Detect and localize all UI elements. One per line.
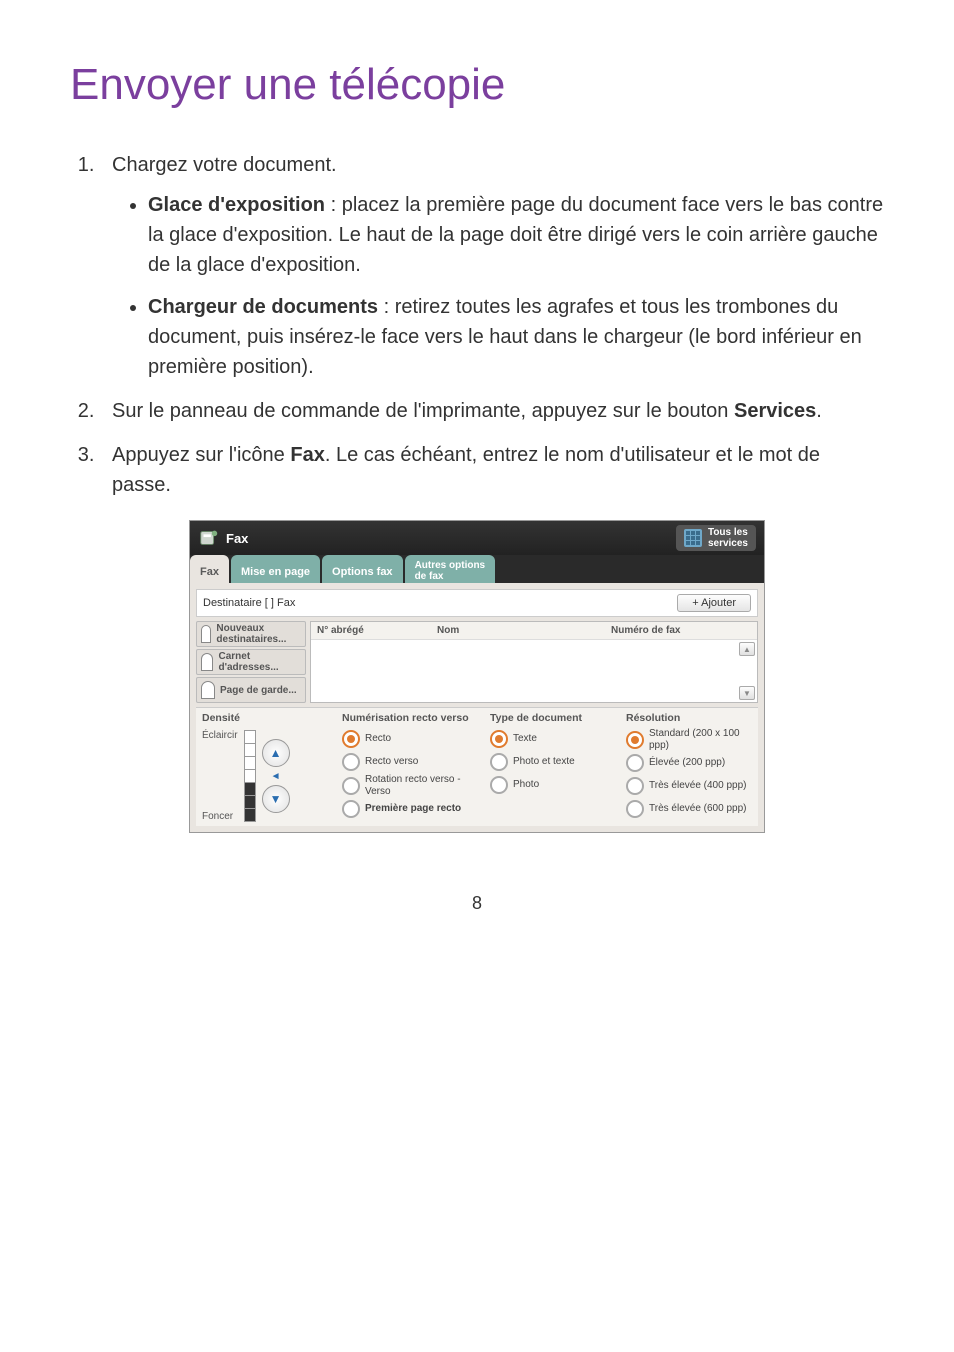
step-2-pre: Sur le panneau de commande de l'impriman… bbox=[112, 400, 734, 422]
grid-icon bbox=[684, 529, 702, 547]
step-2-post: . bbox=[816, 400, 822, 422]
tab-fax-options[interactable]: Options fax bbox=[322, 555, 403, 583]
density-left-icon: ◄ bbox=[269, 769, 283, 783]
res-standard-label: Standard (200 x 100 ppp) bbox=[649, 728, 752, 751]
density-column: Densité Éclaircir Foncer ▲ ◄ ▼ bbox=[196, 707, 336, 826]
res-standard[interactable]: Standard (200 x 100 ppp) bbox=[626, 728, 752, 751]
add-destination-button[interactable]: + Ajouter bbox=[677, 594, 751, 612]
step-1-text: Chargez votre document. bbox=[112, 154, 337, 176]
step-3: Appuyez sur l'icône Fax. Le cas échéant,… bbox=[100, 440, 884, 500]
titlebar: Fax Tous les services bbox=[190, 521, 764, 555]
scroll-up-button[interactable]: ▲ bbox=[739, 642, 755, 656]
doctype-photo-text[interactable]: Photo et texte bbox=[490, 751, 614, 773]
scan-option-recto-verso-label: Recto verso bbox=[365, 756, 418, 768]
titlebar-text: Fax bbox=[226, 531, 248, 546]
page-number: 8 bbox=[70, 893, 884, 914]
folder-icon bbox=[201, 653, 213, 671]
res-very-high-400-label: Très élevée (400 ppp) bbox=[649, 780, 746, 792]
resolution-column: Résolution Standard (200 x 100 ppp) Élev… bbox=[620, 707, 758, 826]
tab-fax[interactable]: Fax bbox=[190, 555, 229, 583]
doctype-text[interactable]: Texte bbox=[490, 728, 614, 750]
instruction-list: Chargez votre document. Glace d'expositi… bbox=[70, 150, 884, 500]
fax-ui-screenshot: Fax Tous les services Fax Mise en page O… bbox=[189, 520, 765, 833]
density-down-button[interactable]: ▼ bbox=[262, 785, 290, 813]
new-recipients-label: Nouveaux destinataires... bbox=[216, 623, 301, 645]
all-services-label: Tous les services bbox=[708, 527, 748, 549]
scan-option-rotation-label: Rotation recto verso - Verso bbox=[365, 774, 478, 797]
res-high-label: Élevée (200 ppp) bbox=[649, 757, 725, 769]
recipient-list-header: N° abrégé Nom Numéro de fax bbox=[311, 622, 757, 640]
density-bar bbox=[244, 730, 256, 822]
col-name: Nom bbox=[407, 625, 611, 636]
tab-other-fax-options[interactable]: Autres options de fax bbox=[405, 555, 496, 583]
address-book-label: Carnet d'adresses... bbox=[218, 651, 301, 673]
step-2-bold: Services bbox=[734, 400, 816, 422]
density-lighten-label: Éclaircir bbox=[202, 730, 238, 741]
res-very-high-400[interactable]: Très élevée (400 ppp) bbox=[626, 775, 752, 797]
fax-panel-body: Destinataire [ ] Fax + Ajouter Nouveaux … bbox=[190, 583, 764, 832]
scan-sides-column: Numérisation recto verso Recto Recto ver… bbox=[336, 707, 484, 826]
scroll-down-button[interactable]: ▼ bbox=[739, 686, 755, 700]
address-book-button[interactable]: Carnet d'adresses... bbox=[196, 649, 306, 675]
scan-option-rotation[interactable]: Rotation recto verso - Verso bbox=[342, 774, 478, 797]
step-2: Sur le panneau de commande de l'impriman… bbox=[100, 396, 884, 426]
step-1-sublist: Glace d'exposition : placez la première … bbox=[112, 190, 884, 382]
scan-option-first-page-label: Première page recto bbox=[365, 803, 461, 815]
doctype-text-label: Texte bbox=[513, 733, 537, 745]
mid-row: Nouveaux destinataires... Carnet d'adres… bbox=[196, 621, 758, 703]
res-very-high-600[interactable]: Très élevée (600 ppp) bbox=[626, 798, 752, 820]
step-3-pre: Appuyez sur l'icône bbox=[112, 444, 290, 466]
step-1a: Glace d'exposition : placez la première … bbox=[148, 190, 884, 280]
all-services-button[interactable]: Tous les services bbox=[676, 525, 756, 551]
doctype-photo-label: Photo bbox=[513, 779, 539, 791]
doctype-photo-text-label: Photo et texte bbox=[513, 756, 575, 768]
step-3-bold: Fax bbox=[290, 444, 324, 466]
tabs-row: Fax Mise en page Options fax Autres opti… bbox=[190, 555, 764, 583]
doctype-photo[interactable]: Photo bbox=[490, 774, 614, 796]
options-row: Densité Éclaircir Foncer ▲ ◄ ▼ bbox=[196, 707, 758, 826]
destination-row: Destinataire [ ] Fax + Ajouter bbox=[196, 589, 758, 617]
step-1b-bold: Chargeur de documents bbox=[148, 296, 378, 318]
recipient-list-rows: ▲ ▼ bbox=[311, 640, 757, 702]
scan-option-recto-verso[interactable]: Recto verso bbox=[342, 751, 478, 773]
res-high[interactable]: Élevée (200 ppp) bbox=[626, 752, 752, 774]
scan-sides-header: Numérisation recto verso bbox=[342, 712, 478, 724]
folder-icon bbox=[201, 625, 211, 643]
col-fax-number: Numéro de fax bbox=[611, 625, 751, 636]
destination-label: Destinataire [ ] Fax bbox=[203, 597, 295, 609]
step-1a-bold: Glace d'exposition bbox=[148, 194, 325, 216]
recipient-list: N° abrégé Nom Numéro de fax ▲ ▼ bbox=[310, 621, 758, 703]
scan-option-first-page[interactable]: Première page recto bbox=[342, 798, 478, 820]
res-very-high-600-label: Très élevée (600 ppp) bbox=[649, 803, 746, 815]
col-speed-dial: N° abrégé bbox=[317, 625, 407, 636]
page-title: Envoyer une télécopie bbox=[70, 60, 884, 110]
density-header: Densité bbox=[202, 712, 330, 724]
scan-option-recto[interactable]: Recto bbox=[342, 728, 478, 750]
step-1b: Chargeur de documents : retirez toutes l… bbox=[148, 292, 884, 382]
step-1: Chargez votre document. Glace d'expositi… bbox=[100, 150, 884, 382]
cover-page-label: Page de garde... bbox=[220, 685, 297, 696]
scan-option-recto-label: Recto bbox=[365, 733, 391, 745]
resolution-header: Résolution bbox=[626, 712, 752, 724]
doctype-column: Type de document Texte Photo et texte Ph… bbox=[484, 707, 620, 826]
new-recipients-button[interactable]: Nouveaux destinataires... bbox=[196, 621, 306, 647]
fax-icon bbox=[198, 527, 220, 549]
doctype-header: Type de document bbox=[490, 712, 614, 724]
cover-page-button[interactable]: Page de garde... bbox=[196, 677, 306, 703]
tab-layout[interactable]: Mise en page bbox=[231, 555, 320, 583]
side-buttons: Nouveaux destinataires... Carnet d'adres… bbox=[196, 621, 306, 703]
density-darken-label: Foncer bbox=[202, 811, 238, 822]
folder-icon bbox=[201, 681, 215, 699]
density-up-button[interactable]: ▲ bbox=[262, 739, 290, 767]
